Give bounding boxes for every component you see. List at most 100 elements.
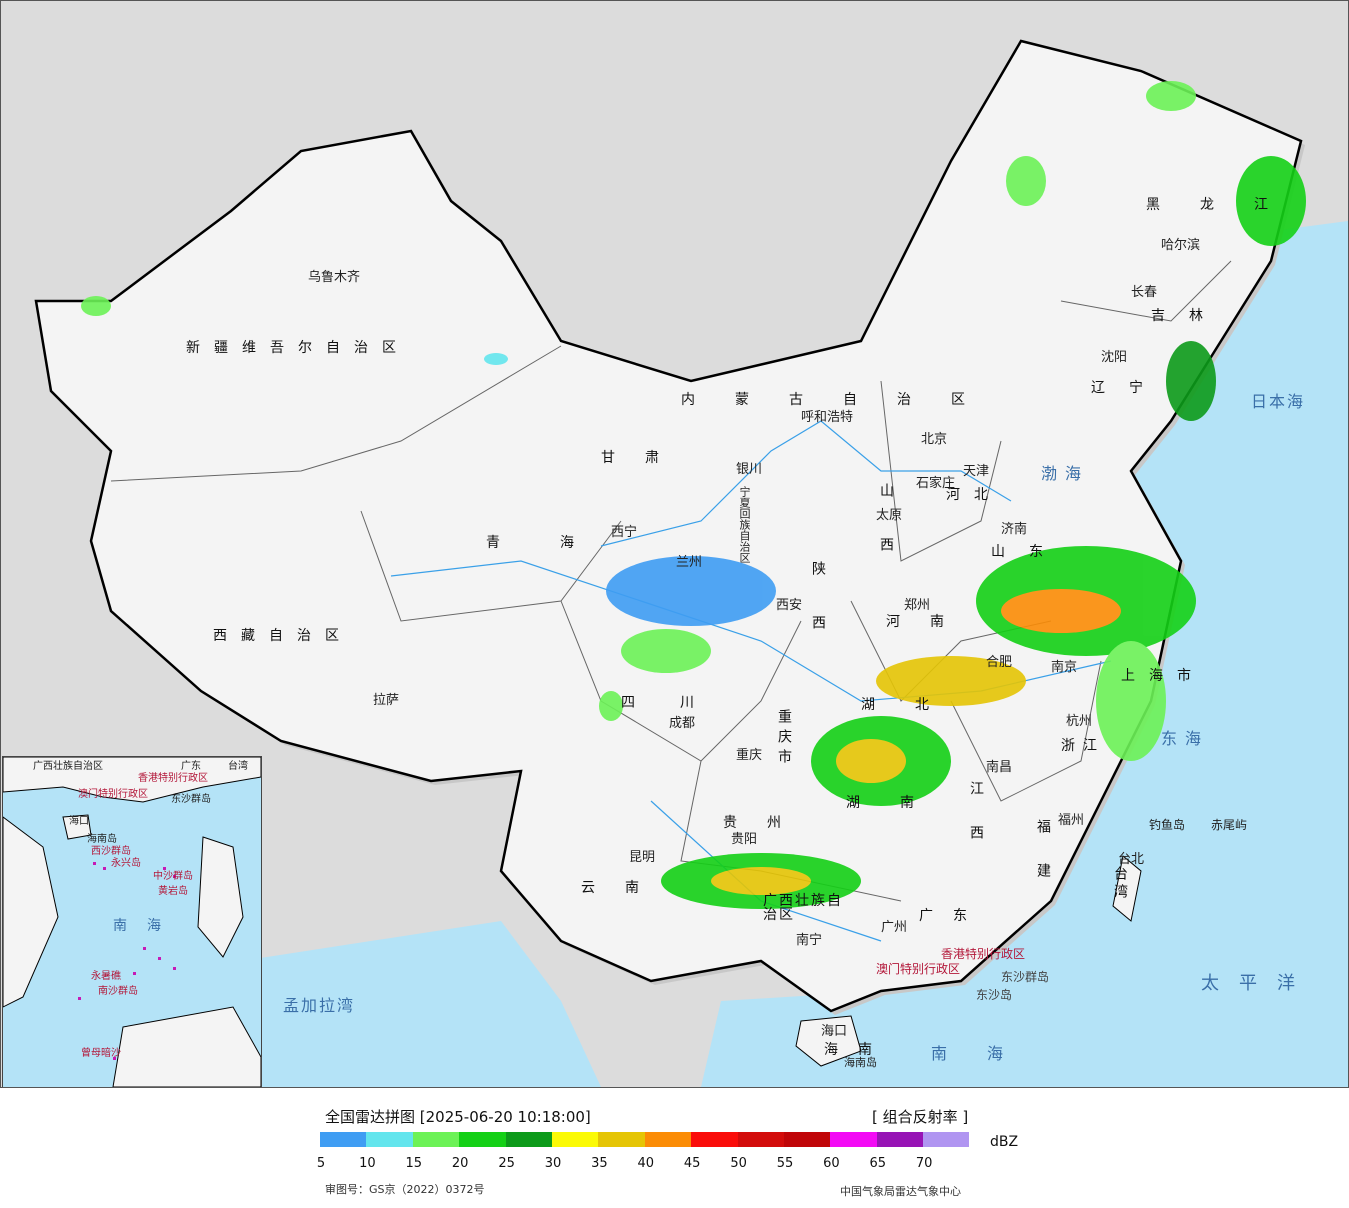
label-xinjiang: 新疆维吾尔自治区 [186,340,410,356]
legend-unit: dBZ [990,1134,1019,1150]
inset-label-xisha: 西沙群岛 [91,846,131,857]
scale-tick-label: 25 [498,1156,515,1171]
approval-number: 审图号：GS京（2022）0372号 [325,1183,485,1196]
scale-tick-label: 60 [823,1156,840,1171]
color-swatch [923,1132,970,1147]
scale-tick-label: 10 [359,1156,376,1171]
label-dongsha-islands: 东沙群岛 [1001,970,1050,984]
label-ningxia: 宁夏回族自治区 [738,486,751,563]
label-hangzhou: 杭州 [1066,714,1093,729]
inset-label-nansha: 南沙群岛 [98,986,138,997]
label-zhengzhou: 郑州 [904,598,931,613]
label-diaoyu: 钓鱼岛 [1149,818,1186,832]
inset-hainan [62,814,92,840]
map-canvas [34,39,1348,1087]
scale-tick-label: 45 [683,1156,701,1171]
label-xian: 西安 [776,598,803,613]
label-fujian: 福建 [1035,819,1051,907]
radar-map[interactable]: 新疆维吾尔自治区 乌鲁木齐 西藏自治区 拉萨 青海 西宁 甘肃 兰州 银川 宁夏… [0,0,1349,1088]
inset-label-zhongsha: 中沙群岛 [153,871,193,882]
label-hohhot: 呼和浩特 [801,410,854,425]
label-nanhai: 南海 [931,1044,1044,1063]
taiwan-island [1112,855,1142,922]
inset-label-macau: 澳门特别行政区 [78,789,148,800]
label-kunming: 昆明 [629,850,656,865]
label-harbin: 哈尔滨 [1161,238,1201,253]
color-swatch [783,1132,831,1147]
label-macau: 澳门特别行政区 [876,962,961,976]
label-nanjing: 南京 [1051,660,1078,675]
color-swatch [737,1132,784,1147]
color-swatch [691,1132,738,1147]
label-beijing: 北京 [921,432,948,447]
label-shenyang: 沈阳 [1101,350,1128,365]
label-guangdong: 广东 [919,908,987,924]
label-hunan: 湖南 [846,795,954,811]
label-shanghai: 上海市 [1121,668,1205,684]
inset-label-hongkong: 香港特别行政区 [138,773,208,784]
label-changchun: 长春 [1131,285,1158,300]
scale-tick-label: 65 [869,1156,887,1171]
label-hainan-island: 海南岛 [844,1056,877,1069]
color-swatch [412,1132,460,1147]
label-hainan: 海南 [824,1042,892,1058]
color-swatch [505,1132,552,1147]
color-swatch [551,1132,599,1147]
hainan-island [795,1015,862,1067]
sea-area [701,221,1348,1087]
color-swatch [830,1132,877,1147]
inset-label-yongshu: 永暑礁 [91,971,121,982]
scale-tick-label: 30 [544,1156,562,1171]
inset-mainland [3,757,261,803]
label-sichuan: 四川 [621,695,739,711]
label-shijiazhuang: 石家庄 [916,476,956,491]
label-taipei: 台北 [1118,852,1145,867]
inset-label-nanhai: 南海 [113,918,181,934]
label-hongkong: 香港特别行政区 [941,947,1026,961]
label-dongsha-island: 东沙岛 [976,988,1013,1002]
scale-tick-label: 70 [915,1156,933,1171]
label-nanning: 南宁 [796,933,823,948]
label-chongqing-city: 重庆 [736,748,763,763]
label-gansu: 甘肃 [601,450,689,466]
label-henan: 河南 [886,614,974,630]
label-chengdu: 成都 [669,716,696,731]
label-mengjiala: 孟加拉湾 [283,996,356,1015]
label-lanzhou: 兰州 [676,555,703,570]
inset-label-dongsha: 东沙群岛 [171,794,211,805]
label-hebei: 河北 [946,487,1002,503]
inset-label-guangdong: 广东 [181,761,201,772]
inset-indochina [3,816,59,1008]
label-qinghai: 青海 [486,535,634,551]
south-china-sea-inset: 广西壮族自治区 广东 台湾 香港特别行政区 澳门特别行政区 东沙群岛 海口 海南… [2,756,262,1087]
label-riben-hai: 日本海 [1251,392,1306,411]
label-haikou: 海口 [821,1024,848,1039]
label-urumqi: 乌鲁木齐 [308,270,361,285]
inset-label-haikou: 海口 [69,816,89,827]
scale-tick-label: 55 [776,1156,794,1171]
label-guangxi: 广西壮族自治区 [763,893,843,923]
scale-tick-label: 15 [405,1156,423,1171]
inset-label-taiwan: 台湾 [228,761,248,772]
label-guangzhou: 广州 [881,920,908,935]
label-heilongjiang: 黑龙江 [1146,197,1308,213]
color-swatch [598,1132,645,1147]
label-taiyuan: 太原 [876,508,903,523]
label-shaanxi: 陕西 [810,561,826,669]
label-jinan: 济南 [1001,522,1028,537]
label-hefei: 合肥 [986,655,1013,670]
label-shanxi: 山西 [878,483,894,591]
label-chiwei: 赤尾屿 [1211,818,1248,832]
label-taiwan: 台湾 [1112,866,1128,902]
inset-label-guangxi: 广西壮族自治区 [33,761,103,772]
inset-islands [78,862,176,1060]
label-liaoning: 辽宁 [1091,380,1167,396]
scale-tick-label: 35 [591,1156,608,1171]
scale-tick-label: 5 [316,1156,326,1171]
label-lhasa: 拉萨 [373,693,400,708]
label-neimenggu: 内蒙古自治区 [681,392,1005,408]
legend-product: [ 组合反射率 ] [872,1108,969,1126]
inset-philippines [197,836,244,958]
label-tianjin: 天津 [963,464,990,479]
label-jiangxi: 江西 [968,781,984,869]
